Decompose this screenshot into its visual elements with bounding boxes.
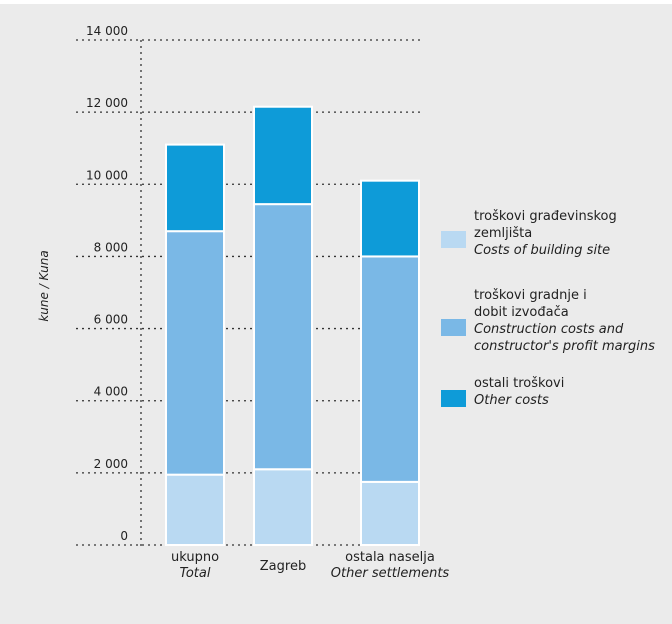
legend-label: zemljišta bbox=[474, 226, 532, 241]
y-tick-label: 2 000 bbox=[94, 457, 128, 471]
bar-segment bbox=[360, 480, 420, 546]
y-tick-labels: 0 2 000 4 000 6 000 8 000 10 000 12 000 14 000 bbox=[86, 24, 128, 543]
bar-segment bbox=[165, 230, 225, 476]
category-label-en: Other settlements bbox=[331, 566, 450, 581]
legend-label-en: Construction costs and bbox=[474, 322, 624, 337]
bar-segment bbox=[253, 203, 313, 471]
category-label: ukupno bbox=[171, 550, 219, 565]
y-tick-label: 14 000 bbox=[86, 24, 128, 38]
bar-segment bbox=[360, 255, 420, 483]
legend-swatch bbox=[441, 390, 466, 407]
bar-segment bbox=[360, 179, 420, 258]
legend-label-en: constructor's profit margins bbox=[474, 339, 655, 354]
legend-label: ostali troškovi bbox=[474, 376, 564, 391]
category-label: ostala naselja bbox=[345, 550, 435, 565]
legend-swatch bbox=[441, 231, 466, 248]
y-tick-label: 6 000 bbox=[94, 313, 128, 327]
legend-label: troškovi građevinskog bbox=[474, 209, 617, 224]
legend-label: troškovi gradnje i bbox=[474, 288, 587, 303]
category-label: Zagreb bbox=[260, 559, 306, 574]
legend: troškovi građevinskog zemljišta Costs of b… bbox=[441, 209, 655, 408]
bar-segment bbox=[253, 105, 313, 206]
legend-label: dobit izvođača bbox=[474, 305, 569, 320]
bar-segment bbox=[253, 468, 313, 546]
y-tick-label: 8 000 bbox=[94, 240, 128, 254]
legend-label-en: Costs of building site bbox=[474, 243, 610, 258]
legend-swatch bbox=[441, 319, 466, 336]
category-label-en: Total bbox=[180, 566, 211, 581]
y-tick-label: 10 000 bbox=[86, 168, 128, 182]
y-tick-label: 4 000 bbox=[94, 385, 128, 399]
bar-segment bbox=[165, 473, 225, 546]
legend-label-en: Other costs bbox=[474, 393, 549, 408]
bars bbox=[165, 105, 420, 546]
y-axis-label: kune / Kuna bbox=[37, 250, 51, 321]
bar-segment bbox=[165, 143, 225, 233]
y-tick-label: 12 000 bbox=[86, 96, 128, 110]
y-tick-label: 0 bbox=[120, 529, 128, 543]
